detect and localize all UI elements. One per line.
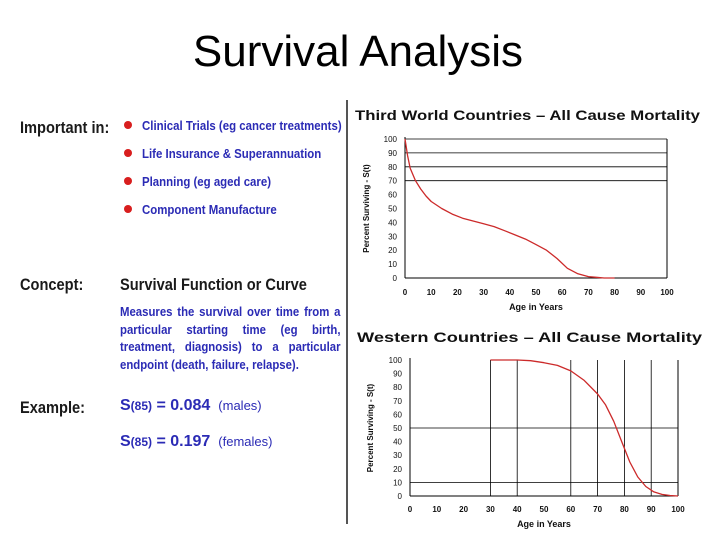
y-tick-label: 40 (388, 218, 397, 227)
y-tick-label: 60 (393, 410, 402, 419)
example-argument: (85) (130, 435, 153, 449)
chart-title: Western Countries – All Cause Mortality (357, 329, 702, 345)
important-heading: Important in: (20, 118, 110, 137)
example-symbol: S (120, 397, 131, 414)
example-note: (females) (218, 434, 273, 449)
y-tick-label: 60 (388, 191, 397, 200)
x-axis-label: Age in Years (509, 302, 563, 312)
x-tick-label: 10 (427, 288, 436, 297)
slide-title-text: Survival Analysis (192, 27, 524, 76)
x-tick-label: 30 (479, 288, 488, 297)
example-heading: Example: (20, 398, 86, 417)
survival-curve (490, 359, 679, 497)
y-tick-label: 90 (393, 370, 402, 379)
y-tick-label: 80 (393, 383, 402, 392)
bullet-icon (124, 205, 132, 213)
x-tick-label: 40 (513, 505, 522, 514)
example-line-males: S(85) = 0.084 (males) (120, 397, 262, 415)
y-tick-label: 10 (388, 260, 397, 269)
chart-western-svg: Western Countries – All Cause Mortality 0… (357, 329, 702, 529)
x-tick-label: 80 (610, 288, 619, 297)
example-line-females: S(85) = 0.197 (females) (120, 433, 272, 451)
x-tick-label: 20 (459, 505, 468, 514)
y-tick-label: 50 (388, 205, 397, 214)
bullet-icon (124, 177, 132, 185)
y-tick-label: 70 (388, 177, 397, 186)
y-tick-label: 100 (389, 356, 403, 365)
x-tick-label: 20 (453, 288, 462, 297)
bullet-text: Planning (eg aged care) (142, 174, 272, 189)
x-tick-label: 70 (593, 505, 602, 514)
y-tick-label: 0 (398, 492, 403, 501)
x-tick-label: 90 (647, 505, 656, 514)
example-argument: (85) (130, 399, 153, 413)
y-tick-label: 40 (393, 438, 402, 447)
concept-title: Survival Function or Curve (120, 275, 307, 294)
x-tick-label: 40 (505, 288, 514, 297)
x-tick-label: 50 (540, 505, 549, 514)
y-tick-label: 20 (388, 246, 397, 255)
y-tick-label: 100 (384, 135, 398, 144)
slide-title: Survival Analysis (0, 26, 720, 78)
x-tick-label: 0 (403, 288, 408, 297)
y-tick-label: 70 (393, 397, 402, 406)
chart-title: Third World Countries – All Cause Mortal… (355, 107, 700, 123)
x-tick-label: 90 (636, 288, 645, 297)
y-tick-label: 90 (388, 149, 397, 158)
y-tick-label: 50 (393, 424, 402, 433)
x-axis-label: Age in Years (517, 519, 571, 529)
example-value: = 0.084 (156, 397, 211, 414)
x-tick-label: 100 (660, 288, 674, 297)
x-tick-label: 10 (432, 505, 441, 514)
bullet-text: Clinical Trials (eg cancer treatments) (142, 118, 342, 133)
x-tick-label: 70 (584, 288, 593, 297)
y-tick-label: 30 (388, 232, 397, 241)
x-tick-label: 60 (558, 288, 567, 297)
concept-heading: Concept: (20, 275, 84, 294)
y-tick-label: 0 (393, 274, 398, 283)
y-axis-label: Percent Surviving - S(t) (366, 383, 375, 472)
bullet-text: Life Insurance & Superannuation (142, 146, 322, 161)
x-tick-label: 100 (671, 505, 685, 514)
concept-description: Measures the survival over time from a p… (120, 304, 341, 372)
y-tick-label: 10 (393, 478, 402, 487)
chart-third-world: Third World Countries – All Cause Mortal… (355, 104, 710, 316)
y-tick-label: 30 (393, 451, 402, 460)
chart-western: Western Countries – All Cause Mortality 0… (355, 326, 710, 532)
vertical-divider (346, 100, 348, 524)
x-tick-label: 30 (486, 505, 495, 514)
y-tick-label: 20 (393, 465, 402, 474)
survival-curve (404, 138, 615, 279)
x-tick-label: 0 (408, 505, 413, 514)
example-symbol: S (120, 433, 131, 450)
x-tick-label: 80 (620, 505, 629, 514)
y-axis-label: Percent Surviving - S(t) (362, 164, 371, 253)
example-value: = 0.197 (156, 433, 211, 450)
bullet-text: Component Manufacture (142, 202, 277, 217)
x-tick-label: 50 (532, 288, 541, 297)
chart-third-world-svg: Third World Countries – All Cause Mortal… (355, 107, 700, 312)
bullet-icon (124, 149, 132, 157)
y-tick-label: 80 (388, 163, 397, 172)
example-note: (males) (218, 398, 262, 413)
bullet-icon (124, 121, 132, 129)
x-tick-label: 60 (566, 505, 575, 514)
